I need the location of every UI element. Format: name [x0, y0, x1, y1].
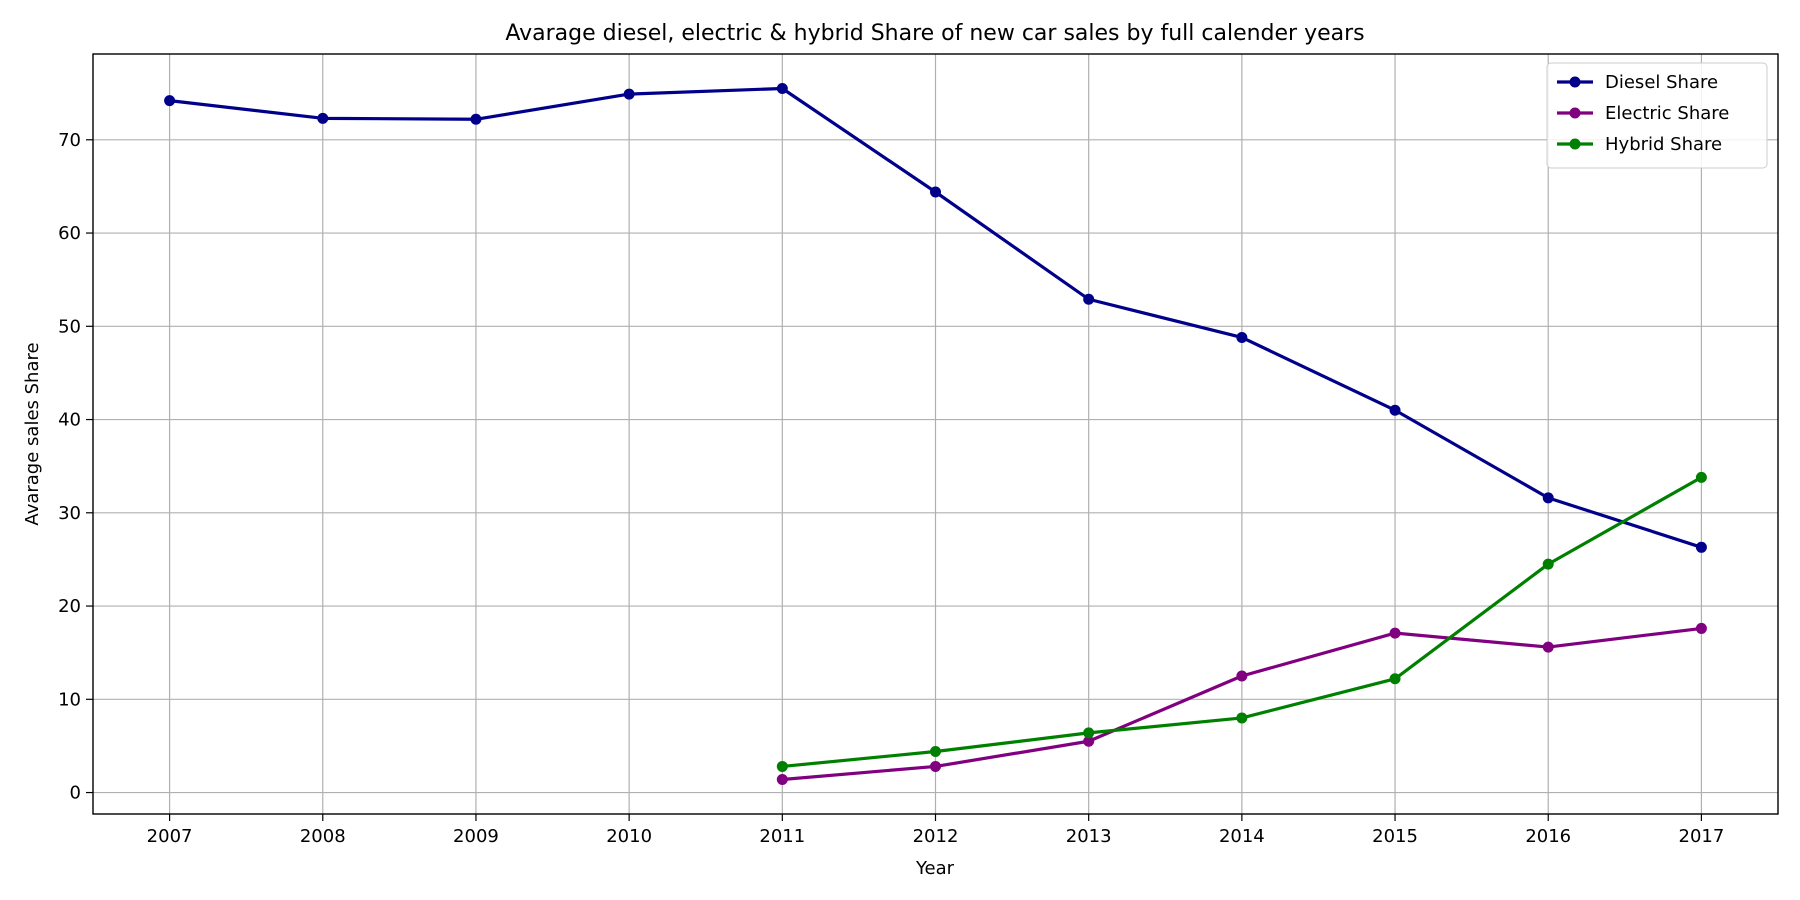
diesel-share-point	[1083, 293, 1095, 305]
legend-swatch-marker	[1569, 107, 1581, 119]
x-axis: 2007 2008 2009 2010 2011 2012 2013 2014 2015 2016…	[147, 814, 1725, 847]
legend-item-diesel-share: Diesel Share	[1557, 72, 1718, 93]
x-tick-label: 2014	[1219, 826, 1265, 847]
hybrid-share-series	[776, 471, 1707, 772]
electric-share-point	[1236, 670, 1248, 682]
diesel-share-point	[317, 112, 329, 124]
legend-frame	[1546, 62, 1768, 169]
diesel-share-point	[930, 186, 941, 198]
x-tick-label: 2009	[453, 826, 499, 847]
legend-swatch-marker	[1569, 76, 1581, 88]
y-axis-label: Avarage sales Share	[22, 342, 43, 525]
diesel-share-series	[164, 83, 1707, 553]
x-tick-label: 2017	[1679, 826, 1725, 847]
diesel-share-point	[1695, 541, 1707, 553]
hybrid-share-point	[1389, 673, 1401, 685]
legend-item-electric-share: Electric Share	[1557, 103, 1729, 124]
legend: Diesel Share Electric Share Hybrid Share	[1546, 62, 1768, 169]
x-tick-label: 2007	[147, 826, 193, 847]
x-tick-label: 2012	[913, 826, 959, 847]
diesel-share-point	[1389, 404, 1401, 416]
legend-label: Diesel Share	[1605, 72, 1718, 93]
electric-share-point	[776, 773, 788, 785]
diesel-share-point	[1236, 331, 1248, 343]
electric-share-point	[930, 760, 941, 772]
y-tick-label: 10	[58, 689, 81, 710]
x-tick-label: 2008	[300, 826, 346, 847]
x-tick-label: 2013	[1066, 826, 1112, 847]
grid	[93, 54, 1778, 814]
legend-label: Hybrid Share	[1605, 134, 1722, 155]
electric-share-point	[1083, 735, 1095, 747]
y-tick-label: 0	[70, 783, 81, 804]
legend-label: Electric Share	[1605, 103, 1729, 124]
diesel-share-point	[164, 95, 176, 107]
y-tick-label: 50	[58, 316, 81, 337]
diesel-share-point	[470, 113, 482, 125]
x-tick-label: 2010	[606, 826, 652, 847]
hybrid-share-point	[930, 746, 941, 758]
y-tick-label: 40	[58, 410, 81, 431]
x-tick-label: 2011	[759, 826, 805, 847]
hybrid-share-point	[1695, 471, 1707, 483]
electric-share-point	[1389, 627, 1401, 639]
series-layer	[164, 83, 1707, 785]
hybrid-share-point	[776, 760, 788, 772]
y-axis: 0 10 20 30 40 50 60 70	[58, 130, 93, 804]
hybrid-share-point	[1542, 558, 1554, 570]
legend-swatch-marker	[1569, 138, 1581, 150]
x-tick-label: 2015	[1372, 826, 1418, 847]
y-tick-label: 20	[58, 596, 81, 617]
hybrid-share-point	[1236, 712, 1248, 724]
chart-title: Avarage diesel, electric & hybrid Share …	[505, 21, 1364, 46]
x-tick-label: 2016	[1525, 826, 1571, 847]
y-tick-label: 60	[58, 223, 81, 244]
diesel-share-point	[776, 83, 788, 95]
legend-item-hybrid-share: Hybrid Share	[1557, 134, 1722, 155]
y-tick-label: 70	[58, 130, 81, 151]
electric-share-point	[1695, 622, 1707, 634]
electric-share-point	[1542, 641, 1554, 653]
electric-share-series	[776, 622, 1707, 785]
diesel-share-point	[1542, 492, 1554, 504]
y-tick-label: 30	[58, 503, 81, 524]
diesel-share-point	[623, 88, 635, 100]
x-axis-label: Year	[915, 858, 955, 879]
hybrid-share-point	[1083, 727, 1095, 739]
